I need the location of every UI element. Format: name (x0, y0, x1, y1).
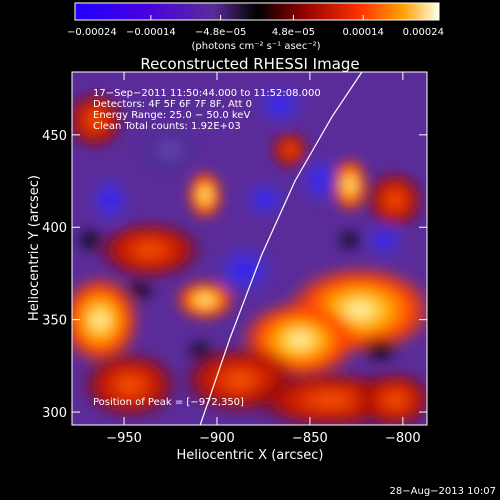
x-tick-label: −800 (385, 431, 421, 446)
colorbar-ticks: −0.00024 −0.00014 −4.8e−05 4.8e−05 0.00014 0.… (67, 15, 444, 38)
colorbar-unit-label: (photons cm⁻² s⁻¹ asec⁻²) (191, 41, 320, 52)
solar-limb-curve (199, 72, 363, 425)
annotation-line-energy: Energy Range: 25.0 − 50.0 keV (93, 110, 250, 121)
x-tick-label: −900 (199, 431, 235, 446)
y-axis-label: Heliocentric Y (arcsec) (27, 175, 42, 321)
colorbar-tick-label: −0.00014 (126, 27, 176, 38)
annotation-line-counts: Clean Total counts: 1.92E+03 (93, 121, 241, 132)
y-tick-label: 350 (42, 314, 67, 329)
heatmap-image (72, 72, 427, 425)
footer-timestamp: 28−Aug−2013 10:07 (390, 486, 496, 497)
x-tick-label: −950 (106, 431, 142, 446)
x-tick-label: −850 (292, 431, 328, 446)
annotation-line-detectors: Detectors: 4F 5F 6F 7F 8F, Att 0 (93, 99, 252, 110)
colorbar-tick-label: 4.8e−05 (272, 27, 315, 38)
y-tick-label: 300 (42, 406, 67, 421)
colorbar-tick-label: −4.8e−05 (195, 27, 247, 38)
x-axis-label: Heliocentric X (arcsec) (177, 448, 324, 463)
colorbar-tick-label: 0.00024 (403, 27, 444, 38)
colorbar: −0.00024 −0.00014 −4.8e−05 4.8e−05 0.00014 0.… (67, 2, 444, 52)
peak-position-label: Position of Peak = [−972,350] (93, 397, 244, 408)
annotation-block: 17−Sep−2011 11:50:44.000 to 11:52:08.000… (93, 88, 321, 132)
colorbar-gradient (74, 2, 440, 21)
chart-title: Reconstructed RHESSI Image (140, 55, 359, 73)
colorbar-tick-label: −0.00024 (67, 27, 117, 38)
y-tick-label: 400 (42, 221, 67, 236)
plot-frame (71, 71, 428, 426)
y-tick-label: 450 (42, 129, 67, 144)
colorbar-tick-label: 0.00014 (342, 27, 383, 38)
annotation-line-time: 17−Sep−2011 11:50:44.000 to 11:52:08.000 (93, 88, 321, 99)
x-axis: −950 −900 −850 −800 (106, 72, 421, 446)
y-axis: 300 350 400 450 (42, 129, 427, 421)
